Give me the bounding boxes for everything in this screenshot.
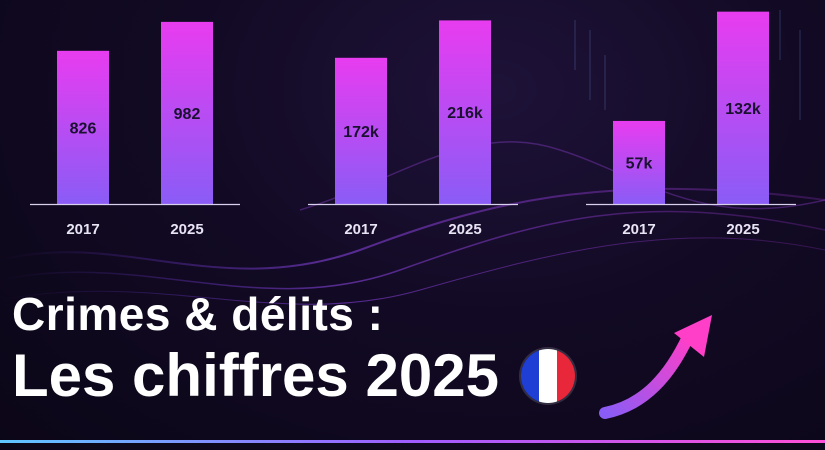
- title-line-2-row: Les chiffres 2025: [12, 340, 575, 412]
- data-label: 132k: [725, 101, 761, 118]
- bar-2017: [57, 50, 109, 204]
- x-tick-label: 2025: [170, 221, 203, 238]
- x-tick-label: 2025: [726, 221, 759, 238]
- chart-right: 57k 2017 132k 2025: [586, 0, 796, 245]
- x-tick-label: 2017: [66, 221, 99, 238]
- data-label: 826: [70, 120, 97, 137]
- bottom-accent-line: [0, 440, 825, 443]
- data-label: 216k: [447, 105, 483, 122]
- bar-2017: [613, 120, 665, 204]
- bar-2017: [335, 57, 387, 204]
- title-block: Crimes & délits : Les chiffres 2025: [12, 288, 575, 412]
- upward-trend-arrow-icon: [599, 315, 712, 419]
- data-label: 982: [174, 106, 201, 123]
- bar-2025: [717, 11, 769, 205]
- x-tick-label: 2017: [622, 221, 655, 238]
- bar-2025: [439, 20, 491, 205]
- bar-chart-svg: 826 2017 982 2025: [30, 21, 240, 238]
- chart-middle: 172k 2017 216k 2025: [308, 0, 518, 245]
- bar-2025: [161, 21, 213, 204]
- x-tick-label: 2025: [448, 221, 481, 238]
- france-flag-icon: [520, 349, 575, 403]
- title-line-2: Les chiffres 2025: [12, 342, 499, 409]
- title-line-1: Crimes & délits :: [12, 288, 384, 340]
- bar-chart-svg: 172k 2017 216k 2025: [308, 20, 518, 238]
- bar-chart-svg: 57k 2017 132k 2025: [586, 11, 796, 238]
- data-label: 172k: [343, 124, 379, 141]
- x-tick-label: 2017: [344, 221, 377, 238]
- data-label: 57k: [626, 155, 653, 172]
- chart-left: 826 2017 982 2025: [30, 0, 240, 245]
